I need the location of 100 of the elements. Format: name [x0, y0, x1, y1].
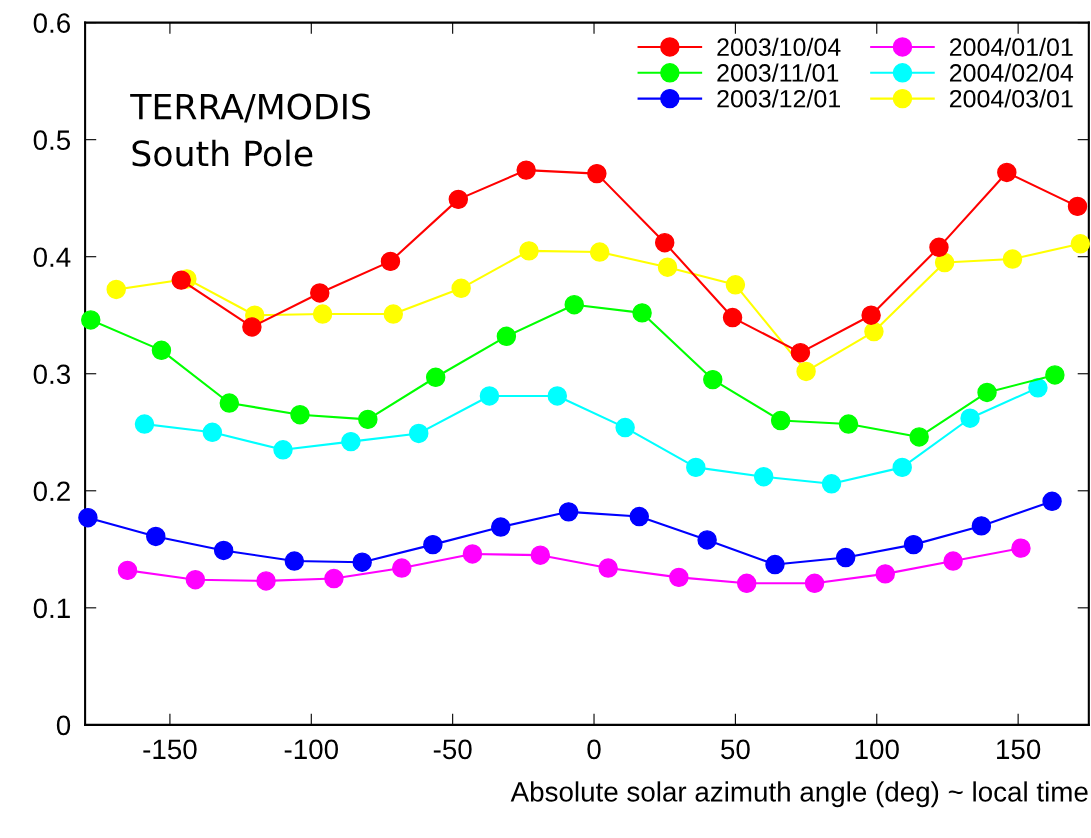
annotation: TERRA/MODIS South Pole: [130, 93, 371, 167]
point: [106, 279, 126, 300]
y-tick-label: 0.2: [33, 481, 70, 502]
point: [686, 457, 706, 478]
y-tick-label: 0.6: [33, 13, 70, 33]
point: [1042, 491, 1062, 512]
point: [409, 423, 429, 444]
x-tick-label: -150: [143, 739, 197, 760]
point: [78, 507, 98, 528]
point: [490, 517, 511, 537]
point: [171, 270, 191, 290]
point: [977, 382, 997, 403]
point: [838, 414, 859, 434]
x-tick-label: -100: [284, 739, 338, 760]
point: [669, 567, 689, 588]
point: [629, 506, 649, 527]
point: [151, 340, 172, 361]
point: [134, 414, 155, 434]
point: [960, 408, 980, 428]
point: [929, 237, 949, 258]
point: [587, 163, 607, 184]
point: [448, 189, 469, 210]
x-tick-label: 0: [587, 739, 601, 760]
point: [310, 283, 330, 303]
y-tick-label: 0: [56, 715, 71, 736]
point: [864, 321, 884, 342]
point: [1011, 538, 1031, 558]
point: [657, 257, 678, 277]
point: [516, 160, 536, 180]
point: [273, 440, 293, 460]
x-tick-label: 100: [855, 739, 899, 760]
point: [290, 404, 310, 425]
point: [997, 162, 1017, 183]
point: [1067, 196, 1088, 217]
point: [496, 326, 517, 347]
x-tick-label: 50: [721, 739, 750, 760]
point: [770, 410, 791, 431]
point: [219, 393, 240, 413]
point: [892, 457, 912, 478]
point: [790, 342, 811, 363]
point: [835, 547, 856, 568]
point: [202, 422, 223, 442]
point: [479, 386, 500, 406]
legend-label: 2004/02/04: [949, 63, 1074, 82]
point: [589, 242, 610, 262]
point: [256, 571, 276, 591]
point: [943, 551, 963, 571]
legend-label: 2003/10/04: [717, 37, 841, 56]
point: [392, 558, 412, 578]
point: [117, 560, 138, 581]
point: [796, 361, 816, 382]
y-tick-label: 0.1: [33, 598, 70, 619]
legend-label: 2004/01/01: [949, 37, 1073, 56]
point: [146, 526, 166, 547]
point: [558, 502, 579, 522]
point: [753, 467, 774, 487]
point: [1002, 249, 1023, 269]
y-tick-label: 0.4: [33, 247, 71, 268]
point: [185, 570, 206, 590]
point: [1045, 365, 1065, 385]
x-tick-label: 150: [997, 739, 1041, 760]
point: [861, 305, 881, 325]
point: [722, 307, 743, 328]
point: [423, 534, 443, 555]
point: [934, 252, 955, 273]
point: [598, 558, 618, 578]
point: [564, 294, 584, 315]
point: [341, 431, 361, 452]
point: [765, 554, 785, 575]
legend-label: 2004/03/01: [949, 89, 1073, 108]
point: [703, 369, 723, 390]
point: [312, 304, 333, 324]
point: [804, 573, 825, 593]
point: [242, 317, 262, 337]
point: [352, 552, 372, 572]
point: [875, 564, 895, 584]
legend-label: 2003/12/01: [717, 89, 840, 108]
point: [451, 278, 471, 299]
point: [81, 310, 101, 330]
point: [615, 417, 635, 438]
point: [462, 544, 483, 564]
point: [1028, 378, 1048, 398]
y-tick-label: 0.3: [33, 364, 70, 385]
point: [383, 304, 404, 324]
point: [909, 427, 929, 447]
point: [736, 573, 757, 593]
y-tick-label: 0.5: [33, 130, 71, 151]
point: [530, 545, 551, 565]
point: [358, 409, 378, 430]
x-tick-label: -50: [433, 739, 472, 760]
point: [1070, 234, 1091, 254]
point: [725, 275, 746, 295]
point: [632, 303, 652, 323]
legend-label: 2003/11/01: [717, 63, 839, 82]
point: [519, 241, 539, 261]
point: [284, 551, 305, 571]
point: [380, 251, 401, 272]
point: [971, 516, 992, 536]
point: [213, 540, 234, 561]
point: [547, 386, 567, 406]
